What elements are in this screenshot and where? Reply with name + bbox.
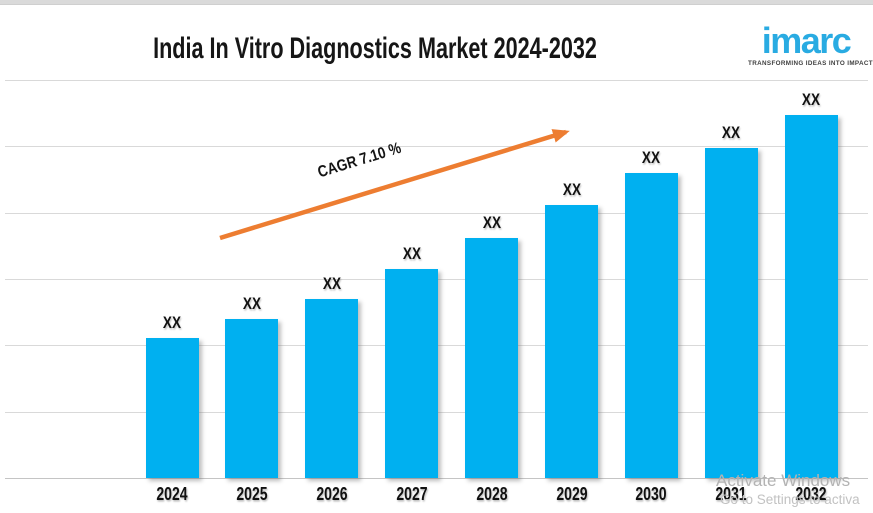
- bar-2032: [784, 115, 838, 478]
- x-axis-label-2030: 2030: [635, 484, 668, 504]
- bar-value-label-2031: XX: [722, 123, 741, 142]
- imarc-logo: imarc TRANSFORMING IDEAS INTO IMPACT: [748, 20, 873, 68]
- bar-2025: [225, 319, 279, 478]
- imarc-logo-tagline: TRANSFORMING IDEAS INTO IMPACT: [748, 60, 873, 68]
- bar-2027: [385, 269, 439, 478]
- bar-2029: [545, 205, 598, 478]
- activate-windows-watermark-subtext: Go to Settings to activa: [720, 492, 860, 507]
- x-axis-label-2024: 2024: [156, 484, 188, 504]
- x-axis-label-2032: 2032: [795, 484, 827, 504]
- bar-value-label-2029: XX: [562, 180, 581, 199]
- x-axis-line: [5, 478, 868, 479]
- imarc-logo-wordmark: imarc: [761, 20, 852, 61]
- bar-value-label-2032: XX: [802, 90, 821, 109]
- x-axis-label-2027: 2027: [396, 484, 428, 504]
- bar-value-label-2027: XX: [402, 244, 421, 263]
- bar-2028: [465, 238, 519, 478]
- x-axis-label-2029: 2029: [555, 484, 588, 504]
- x-axis-label-2028: 2028: [475, 484, 508, 504]
- gridline: [5, 80, 868, 81]
- x-axis-label-2031: 2031: [715, 484, 747, 504]
- activate-windows-watermark: Activate Windows: [716, 471, 851, 490]
- bar-2031: [704, 148, 758, 478]
- bar-2024: [145, 338, 199, 478]
- cagr-annotation-label: CAGR 7.10 %: [315, 139, 404, 182]
- bar-2026: [305, 299, 359, 478]
- bar-value-label-2025: XX: [242, 294, 261, 313]
- gridline: [5, 146, 868, 147]
- x-axis-label-2026: 2026: [316, 484, 348, 504]
- bar-value-label-2028: XX: [482, 213, 501, 232]
- bar-2030: [624, 173, 678, 478]
- bar-value-label-2024: XX: [162, 313, 182, 332]
- window-top-strip: [0, 0, 873, 5]
- bar-value-label-2026: XX: [322, 274, 341, 293]
- bar-value-label-2030: XX: [642, 148, 661, 167]
- chart-title: India In Vitro Diagnostics Market 2024-2…: [153, 32, 597, 65]
- x-axis-label-2025: 2025: [236, 484, 268, 504]
